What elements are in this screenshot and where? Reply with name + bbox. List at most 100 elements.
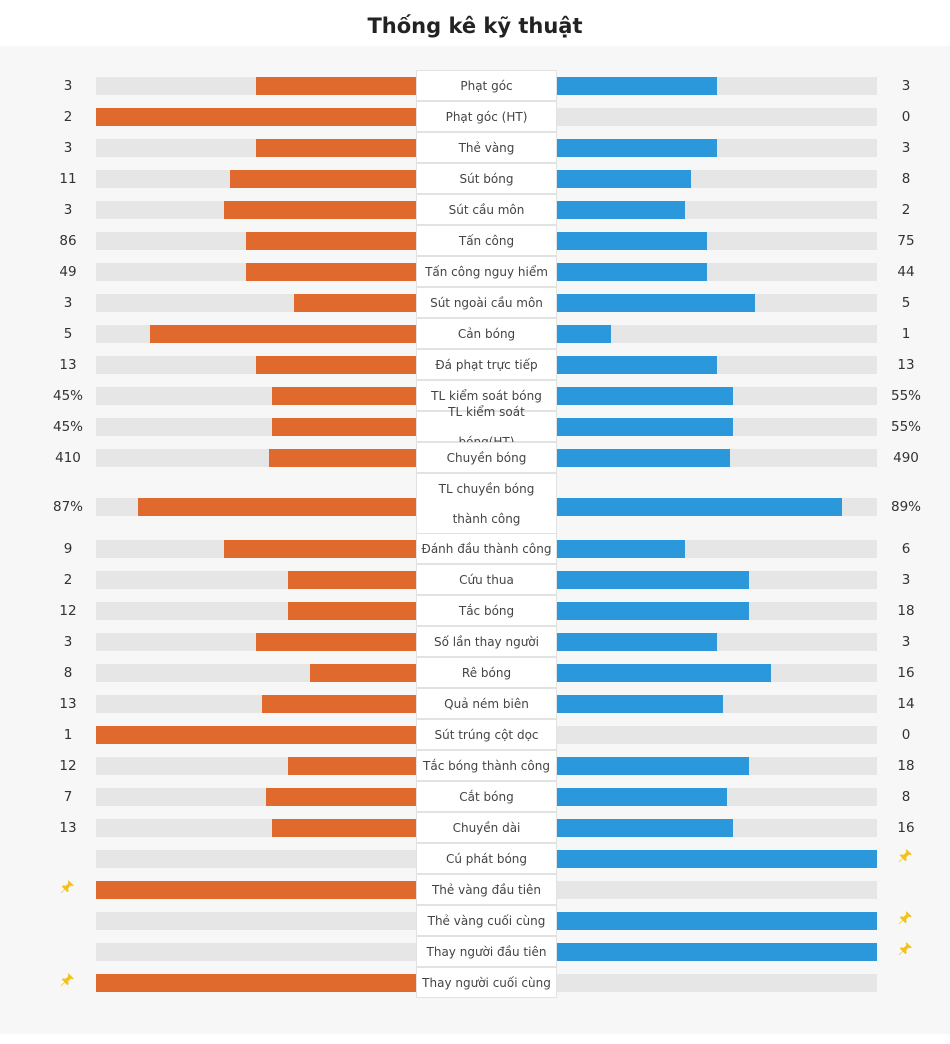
stat-label: Sút cầu môn [416, 194, 557, 225]
stat-label: Thay người đầu tiên [416, 936, 557, 967]
away-bar [557, 695, 723, 713]
home-bar [288, 571, 416, 589]
home-bar-track [96, 571, 416, 589]
stat-label: Rê bóng [416, 657, 557, 688]
stat-label: Tắc bóng thành công [416, 750, 557, 781]
away-bar-track [557, 726, 877, 744]
home-bar-track [96, 449, 416, 467]
home-bar [310, 664, 416, 682]
away-value: 14 [897, 696, 915, 712]
away-bar [557, 263, 707, 281]
stat-label: Phạt góc (HT) [416, 101, 557, 132]
away-value: 3 [901, 634, 911, 650]
away-bar-track [557, 974, 877, 992]
home-bar-track [96, 850, 416, 868]
home-bar-track [96, 943, 416, 961]
away-bar-track [557, 325, 877, 343]
away-bar-track [557, 449, 877, 467]
home-bar-track [96, 263, 416, 281]
home-bar [96, 108, 416, 126]
away-bar [557, 664, 771, 682]
home-bar [262, 695, 416, 713]
away-bar [557, 912, 877, 930]
home-value: 8 [63, 665, 73, 681]
home-bar [266, 788, 416, 806]
home-value: 11 [59, 171, 77, 187]
home-value: 1 [63, 727, 73, 743]
away-value: 0 [901, 727, 911, 743]
home-value: 3 [63, 295, 73, 311]
page-title: Thống kê kỹ thuật [367, 14, 583, 38]
away-bar-track [557, 788, 877, 806]
home-bar-track [96, 232, 416, 250]
stat-label: Tấn công [416, 225, 557, 256]
away-value: 55% [890, 419, 921, 435]
away-bar [557, 294, 755, 312]
stat-label: Số lần thay người [416, 626, 557, 657]
stat-label: Cứu thua [416, 564, 557, 595]
stats-panel: 3 3 Phạt góc 2 0 Phạt góc (HT) 3 3 Thẻ vàng 11 8 Sú… [0, 46, 950, 1034]
home-bar-track [96, 540, 416, 558]
stat-label: Sút bóng [416, 163, 557, 194]
stat-label: Quả ném biên [416, 688, 557, 719]
home-bar [272, 418, 416, 436]
home-value: 13 [59, 357, 77, 373]
away-bar-track [557, 571, 877, 589]
away-bar-track [557, 819, 877, 837]
home-bar-track [96, 726, 416, 744]
home-value: 12 [59, 603, 77, 619]
home-bar [294, 294, 416, 312]
home-bar [96, 881, 416, 899]
away-value: 3 [901, 572, 911, 588]
home-bar-track [96, 77, 416, 95]
home-bar-track [96, 633, 416, 651]
home-value: 13 [59, 696, 77, 712]
away-bar-track [557, 881, 877, 899]
stat-label: Sút ngoài cầu môn [416, 287, 557, 318]
stat-label: Chuyền dài [416, 812, 557, 843]
stat-label: Phạt góc [416, 70, 557, 101]
home-value: 2 [63, 572, 73, 588]
away-bar-track [557, 695, 877, 713]
away-bar-track [557, 418, 877, 436]
away-bar [557, 498, 842, 516]
home-value: 87% [52, 499, 83, 515]
away-bar-track [557, 540, 877, 558]
home-bar [246, 232, 416, 250]
away-bar [557, 387, 733, 405]
away-bar [557, 356, 717, 374]
home-bar [256, 633, 416, 651]
away-bar-track [557, 664, 877, 682]
away-value: 2 [901, 202, 911, 218]
stat-label: Tắc bóng [416, 595, 557, 626]
home-bar [256, 77, 416, 95]
away-bar-track [557, 757, 877, 775]
away-value: 1 [901, 326, 911, 342]
home-bar-track [96, 108, 416, 126]
home-bar [138, 498, 416, 516]
home-value: 86 [59, 233, 77, 249]
home-value: 3 [63, 78, 73, 94]
home-bar-track [96, 325, 416, 343]
home-bar-track [96, 819, 416, 837]
home-bar [224, 201, 416, 219]
away-bar-track [557, 912, 877, 930]
home-bar [230, 170, 416, 188]
away-bar-track [557, 602, 877, 620]
home-bar-track [96, 664, 416, 682]
home-bar [224, 540, 416, 558]
away-value: 8 [901, 789, 911, 805]
home-value: 12 [59, 758, 77, 774]
home-bar [269, 449, 416, 467]
away-value: 13 [897, 357, 915, 373]
home-bar-track [96, 170, 416, 188]
away-bar [557, 757, 749, 775]
home-bar [246, 263, 416, 281]
away-bar [557, 540, 685, 558]
home-bar [96, 726, 416, 744]
home-bar-track [96, 139, 416, 157]
away-bar [557, 850, 877, 868]
away-value: 44 [897, 264, 915, 280]
pin-icon [897, 941, 913, 957]
stat-label: Đá phạt trực tiếp [416, 349, 557, 380]
